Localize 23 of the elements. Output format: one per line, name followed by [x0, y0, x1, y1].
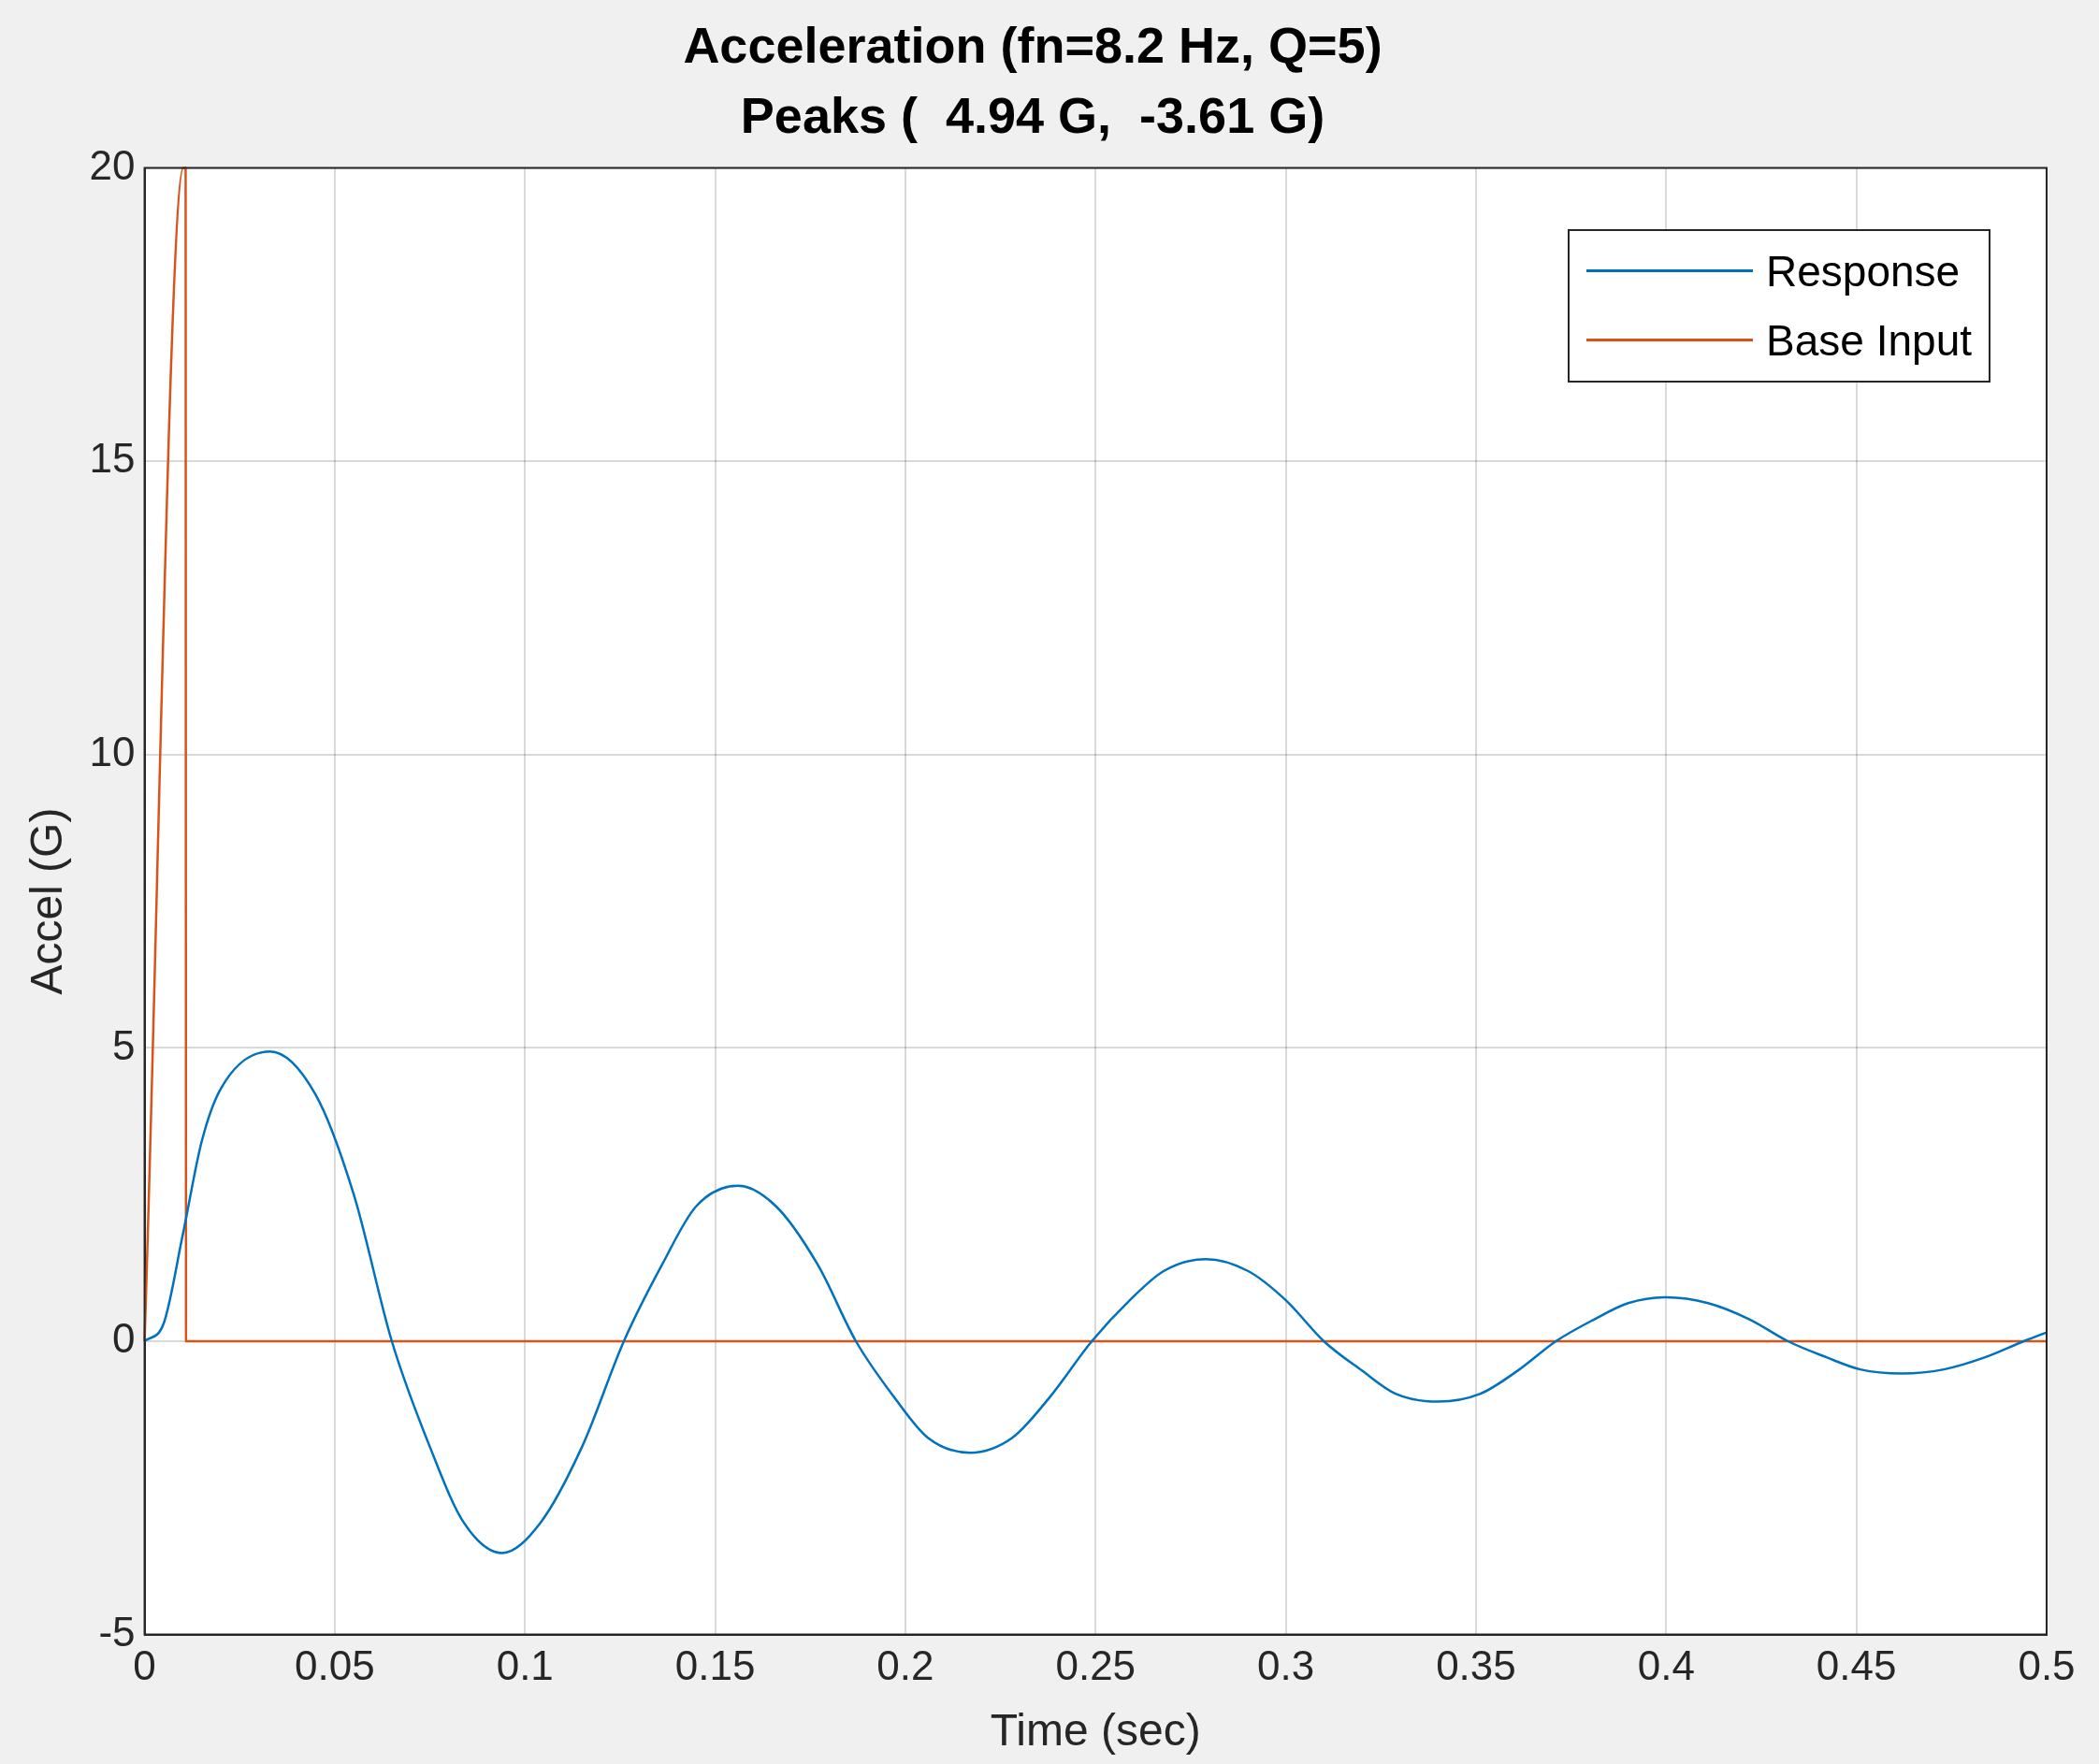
x-tick-label: 0.25	[1055, 1642, 1136, 1689]
x-tick-label: 0.1	[496, 1642, 554, 1689]
y-tick-label: 15	[89, 435, 136, 482]
chart-title: Acceleration (fn=8.2 Hz, Q=5)	[683, 17, 1382, 74]
x-tick-label: 0.5	[2018, 1642, 2076, 1689]
y-tick-label: -5	[98, 1608, 136, 1655]
y-tick-label: 20	[89, 141, 136, 188]
y-tick-label: 5	[112, 1021, 136, 1068]
y-tick-label: 0	[112, 1315, 136, 1362]
x-tick-label: 0.05	[295, 1642, 375, 1689]
line-series	[143, 1049, 2048, 1554]
x-tick-label: 0.45	[1816, 1642, 1897, 1689]
y-tick-label: 10	[89, 728, 136, 774]
x-tick-label: 0.35	[1436, 1642, 1516, 1689]
x-tick-label: 0.3	[1257, 1642, 1315, 1689]
x-tick-label: 0.4	[1637, 1642, 1695, 1689]
x-tick-label: 0.15	[674, 1642, 756, 1689]
x-tick-label: 0.2	[876, 1642, 934, 1689]
y-axis-title: Accel (G)	[22, 807, 72, 995]
chart-subtitle: Peaks ( 4.94 G, -3.61 G)	[740, 87, 1325, 144]
x-axis-title: Time (sec)	[990, 1705, 1201, 1756]
legend-label: Base Input	[1766, 314, 1972, 366]
legend-label: Response	[1766, 245, 1961, 296]
